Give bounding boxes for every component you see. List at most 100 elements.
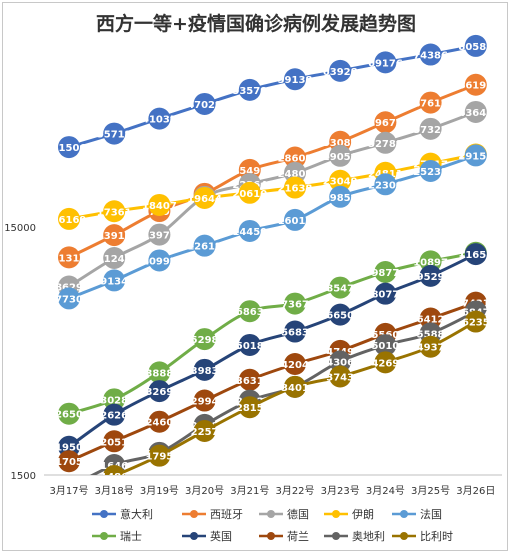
data-point	[419, 264, 442, 287]
data-label: 24806	[278, 169, 313, 180]
data-point	[58, 402, 80, 425]
data-point	[193, 234, 216, 257]
data-label: 56197	[458, 81, 493, 92]
data-label: 4269	[371, 358, 399, 369]
data-label: 16018	[278, 216, 313, 227]
data-point	[103, 403, 126, 426]
data-point	[284, 68, 306, 91]
data-point	[58, 450, 80, 473]
legend-marker	[400, 532, 408, 540]
legend-item: 法国	[392, 507, 442, 521]
data-point	[464, 310, 487, 333]
legend-marker	[267, 532, 275, 540]
legend-marker	[190, 510, 198, 518]
data-label: 6863	[236, 307, 264, 318]
data-label: 1950	[55, 443, 83, 454]
data-label: 4306	[326, 357, 354, 368]
legend-item: 西班牙	[182, 508, 243, 521]
data-label: 3401	[281, 383, 309, 394]
data-label: 9529	[417, 272, 445, 283]
data-point	[284, 375, 306, 398]
data-point	[284, 353, 306, 376]
data-label: 13979	[142, 231, 177, 242]
legend-label: 意大利	[120, 507, 153, 521]
data-label: 32781	[368, 139, 403, 150]
chart-frame	[2, 2, 508, 551]
data-point	[329, 144, 352, 167]
data-label: 29155	[458, 151, 493, 162]
data-label: 2815	[236, 403, 264, 414]
legend-item: 意大利	[92, 507, 153, 521]
legend-item: 奥地利	[324, 529, 385, 543]
data-point	[103, 430, 126, 453]
data-point	[284, 292, 306, 315]
data-label: 37323	[413, 125, 448, 136]
data-point	[238, 396, 261, 419]
series-1: 31506 35713 41035 47021 53578 59138 63928 69176…	[52, 34, 493, 159]
data-point	[374, 173, 397, 196]
series-line	[68, 252, 477, 448]
data-point	[284, 146, 306, 169]
data-point	[374, 282, 397, 305]
series-line	[68, 44, 477, 149]
data-label: 1486	[100, 472, 128, 483]
data-label: 21638	[278, 184, 313, 195]
legend-item: 瑞士	[92, 529, 142, 543]
x-tick-label: 3月17号	[49, 485, 88, 497]
legend-item: 荷兰	[259, 530, 309, 543]
data-point	[148, 249, 171, 272]
legend-label: 瑞士	[120, 529, 142, 543]
data-point	[329, 276, 352, 299]
data-label: 80589	[458, 42, 493, 53]
data-label: 11658	[458, 250, 493, 261]
data-label: 5010	[371, 341, 399, 352]
data-label: 23049	[323, 177, 358, 188]
legend-marker	[100, 510, 108, 518]
data-label: 2051	[100, 437, 128, 448]
series-line	[112, 320, 477, 475]
x-tick-label: 3月24号	[366, 485, 405, 497]
legend-label: 荷兰	[287, 530, 309, 543]
data-point	[148, 193, 171, 216]
data-point	[464, 100, 487, 123]
data-label: 25233	[413, 167, 448, 178]
series-line	[68, 83, 477, 259]
legend-label: 德国	[287, 507, 309, 521]
data-label: 29056	[323, 152, 358, 163]
legend-label: 法国	[420, 507, 442, 521]
legend-item: 英国	[182, 529, 232, 543]
data-point	[148, 444, 171, 467]
data-point	[193, 92, 216, 115]
data-point	[464, 73, 487, 96]
data-label: 20610	[232, 189, 267, 200]
data-point	[419, 335, 442, 358]
data-label: 12612	[187, 242, 222, 253]
data-point	[58, 207, 80, 230]
data-label: 69176	[368, 58, 403, 69]
data-point	[193, 186, 216, 209]
legend-marker	[400, 510, 408, 518]
data-label: 1795	[145, 452, 173, 463]
chart-title: 西方一等+疫情国确诊病例发展趋势图	[96, 13, 416, 35]
data-point	[374, 351, 397, 374]
data-label: 35713	[97, 130, 132, 141]
series-line	[68, 301, 477, 463]
data-label: 3631	[236, 376, 264, 387]
data-label: 74386	[413, 51, 448, 62]
data-label: 2460	[145, 418, 173, 429]
data-label: 3743	[326, 373, 354, 384]
series-7: 1950 2626 3269 3983 5018 5683 6650 8077 9529 1165…	[55, 243, 493, 458]
x-tick-label: 3月18号	[95, 485, 134, 497]
data-point	[329, 365, 352, 388]
legend-item: 伊朗	[324, 508, 374, 521]
data-label: 47021	[187, 100, 222, 111]
data-label: 4937	[417, 343, 445, 354]
data-label: 3983	[191, 366, 219, 377]
series-4: 1616917361184071964420610216382304924811…	[52, 143, 493, 230]
data-label: 41035	[142, 115, 177, 126]
data-label: 19644	[187, 194, 222, 205]
data-label: 6235	[462, 318, 490, 329]
data-point	[238, 333, 261, 356]
data-label: 25496	[232, 166, 267, 177]
data-label: 43646	[458, 108, 493, 119]
